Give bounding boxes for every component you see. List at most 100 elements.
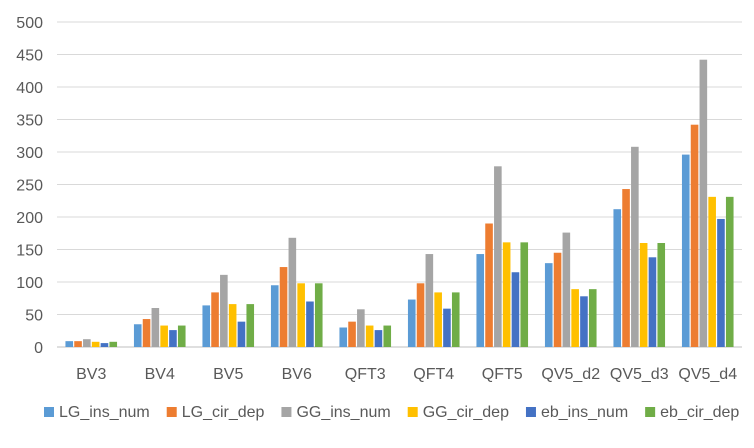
bar-GG_ins_num-BV5	[220, 274, 228, 347]
bar-LG_ins_num-QV5_d2	[544, 263, 553, 347]
bar-eb_cir_dep-QV5_d3	[657, 243, 666, 347]
legend-swatch-GG_ins_num	[281, 407, 292, 417]
bar-eb_cir_dep-QFT4	[451, 292, 460, 347]
bar-GG_cir_dep-QFT5	[502, 242, 511, 347]
y-tick-label: 100	[16, 275, 43, 292]
y-tick-label: 150	[16, 243, 43, 260]
bar-eb_ins_num-QFT3	[374, 330, 383, 347]
bar-GG_cir_dep-BV3	[91, 341, 100, 347]
x-tick-label: QFT5	[482, 366, 523, 383]
bar-LG_cir_dep-QV5_d4	[690, 124, 699, 347]
x-tick-label: QFT3	[345, 366, 386, 383]
bar-GG_ins_num-QFT4	[425, 254, 434, 347]
bar-LG_ins_num-BV6	[270, 285, 279, 347]
bar-LG_ins_num-BV3	[65, 341, 74, 347]
y-tick-label: 350	[16, 113, 43, 130]
bars	[65, 59, 734, 347]
legend-swatch-eb_ins_num	[525, 407, 536, 417]
bar-GG_ins_num-BV3	[83, 339, 91, 347]
bar-eb_cir_dep-BV5	[246, 304, 255, 347]
legend-swatch-LG_ins_num	[44, 407, 54, 417]
bar-GG_cir_dep-QV5_d2	[571, 289, 579, 347]
bar-eb_ins_num-BV4	[169, 330, 177, 347]
legend-label: LG_ins_num	[59, 404, 150, 421]
bar-GG_ins_num-BV4	[151, 308, 160, 347]
legend-swatch-eb_cir_dep	[645, 407, 656, 417]
bar-eb_cir_dep-BV6	[314, 283, 323, 347]
bar-eb_ins_num-QFT4	[443, 308, 451, 347]
bar-eb_ins_num-QV5_d3	[648, 257, 657, 347]
x-axis: BV3 BV4 BV5 BV6 QFT3 QFT4 QFT5 QV5_d2 QV5_d3 QV5_…	[76, 366, 737, 383]
bar-eb_ins_num-BV6	[306, 301, 314, 347]
bar-LG_ins_num-BV4	[133, 324, 142, 347]
bar-GG_ins_num-QFT3	[357, 309, 365, 347]
x-tick-label: QV5_d2	[541, 366, 600, 383]
x-tick-label: QFT4	[413, 366, 454, 383]
legend: LG_ins_num LG_cir_dep GG_ins_num GG_cir_dep…	[44, 404, 739, 421]
bar-GG_ins_num-QFT5	[494, 166, 502, 347]
legend-label: GG_cir_dep	[423, 404, 509, 421]
bar-eb_ins_num-QV5_d4	[717, 218, 725, 347]
bar-GG_ins_num-BV6	[288, 237, 297, 347]
bar-GG_cir_dep-BV6	[297, 283, 305, 347]
bar-LG_cir_dep-BV3	[74, 341, 82, 347]
bar-LG_cir_dep-QFT4	[416, 283, 425, 347]
x-tick-label: BV5	[213, 366, 243, 383]
bar-GG_cir_dep-BV5	[228, 304, 237, 347]
bar-GG_cir_dep-QV5_d4	[708, 196, 716, 347]
y-tick-label: 500	[16, 15, 43, 32]
gridlines	[57, 21, 742, 348]
legend-label: eb_ins_num	[541, 404, 628, 421]
legend-swatch-GG_cir_dep	[407, 407, 418, 417]
bar-LG_cir_dep-QV5_d3	[622, 189, 630, 347]
bar-LG_ins_num-QV5_d4	[681, 154, 690, 347]
bar-eb_cir_dep-QV5_d4	[725, 196, 734, 347]
bar-eb_cir_dep-BV4	[177, 325, 186, 347]
bar-GG_cir_dep-QFT3	[365, 325, 374, 347]
legend-label: LG_cir_dep	[182, 404, 265, 421]
bar-GG_ins_num-QV5_d4	[699, 59, 708, 347]
legend-label: GG_ins_num	[296, 404, 390, 421]
bar-LG_ins_num-QFT4	[407, 299, 416, 347]
bar-LG_cir_dep-QFT5	[485, 223, 493, 347]
bar-eb_cir_dep-QV5_d2	[588, 289, 597, 347]
y-tick-label: 300	[16, 145, 43, 162]
bar-LG_cir_dep-BV6	[279, 267, 288, 347]
bar-LG_cir_dep-BV5	[211, 292, 219, 347]
bar-eb_ins_num-BV3	[100, 343, 109, 347]
y-tick-label: 250	[16, 178, 43, 195]
bar-eb_ins_num-BV5	[237, 321, 246, 347]
x-tick-label: BV4	[145, 366, 175, 383]
y-tick-label: 50	[25, 308, 43, 325]
y-tick-label: 400	[16, 80, 43, 97]
x-tick-label: QV5_d3	[610, 366, 669, 383]
bar-eb_ins_num-QFT5	[511, 272, 520, 347]
legend-label: eb_cir_dep	[660, 404, 739, 421]
x-tick-label: QV5_d4	[678, 366, 737, 383]
bar-eb_cir_dep-BV3	[109, 341, 118, 347]
y-tick-label: 200	[16, 210, 43, 227]
bar-GG_ins_num-QV5_d2	[562, 232, 571, 347]
bar-GG_cir_dep-QV5_d3	[639, 243, 648, 347]
y-tick-label: 450	[16, 48, 43, 65]
legend-swatch-LG_cir_dep	[166, 407, 177, 417]
bar-eb_cir_dep-QFT5	[520, 242, 529, 347]
bar-LG_cir_dep-QFT3	[348, 321, 356, 347]
bar-LG_ins_num-QV5_d3	[613, 209, 622, 347]
bar-LG_ins_num-BV5	[202, 305, 211, 347]
bar-eb_ins_num-QV5_d2	[580, 296, 588, 347]
bar-GG_ins_num-QV5_d3	[631, 146, 639, 347]
bar-GG_cir_dep-BV4	[160, 325, 168, 347]
y-tick-label: 0	[34, 340, 43, 357]
bar-LG_cir_dep-BV4	[142, 319, 151, 347]
bar-LG_ins_num-QFT3	[339, 327, 348, 347]
y-axis: 0 50 100 150 200 250 300 350 400 450 500	[16, 15, 43, 357]
bar-LG_ins_num-QFT5	[476, 254, 485, 347]
x-tick-label: BV6	[282, 366, 312, 383]
bar-eb_cir_dep-QFT3	[383, 325, 392, 347]
bar-GG_cir_dep-QFT4	[434, 292, 442, 347]
x-tick-label: BV3	[76, 366, 106, 383]
bar-LG_cir_dep-QV5_d2	[553, 252, 562, 347]
